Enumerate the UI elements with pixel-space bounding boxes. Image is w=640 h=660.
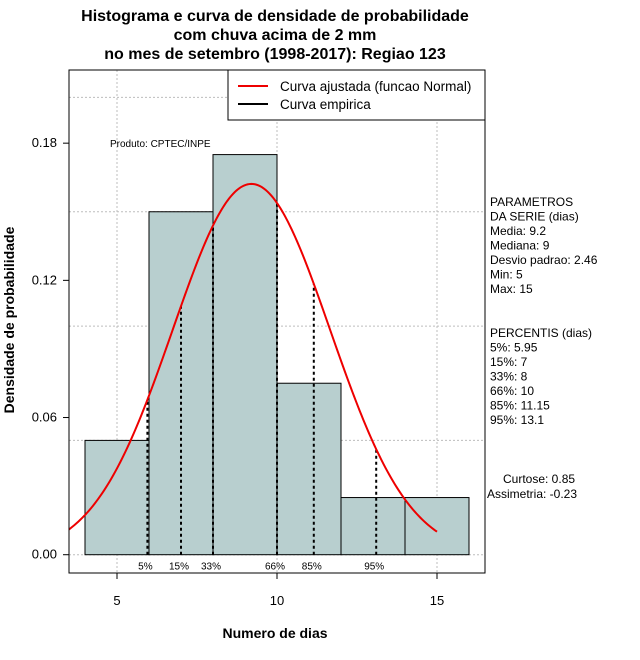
- side-percentis-line: 5%: 5.95: [490, 341, 538, 355]
- normal-fit-curve: [68, 182, 438, 533]
- chart-text: Histograma e curva de densidade de proba…: [1, 8, 598, 641]
- legend: Curva ajustada (funcao Normal) Curva empi…: [227, 69, 486, 121]
- side-params-line: Max: 15: [490, 282, 533, 296]
- side-percentis-line: 85%: 11.15: [490, 399, 550, 413]
- histogram-bar: [148, 211, 214, 556]
- percentile-label: 5%: [138, 562, 153, 573]
- side-params-line: PARAMETROS: [490, 195, 573, 209]
- y-tick-label: 0.00: [32, 547, 57, 562]
- fit-curve-line: [68, 182, 438, 533]
- chart-title-line: com chuva acima de 2 mm: [174, 27, 377, 44]
- legend-label: Curva ajustada (funcao Normal): [280, 79, 471, 94]
- chart-title-line: Histograma e curva de densidade de proba…: [81, 8, 469, 25]
- histogram-bar: [340, 497, 406, 556]
- histogram-bar: [212, 154, 278, 556]
- histogram-bar: [84, 439, 150, 556]
- histogram-bar: [404, 497, 470, 556]
- y-tick-label: 0.12: [32, 272, 57, 287]
- x-tick-label: 5: [113, 593, 120, 608]
- y-axis-title: Densidade de probabilidade: [1, 226, 17, 413]
- x-axis-title: Numero de dias: [222, 625, 327, 641]
- percentile-label: 66%: [265, 562, 285, 573]
- side-params-line: Mediana: 9: [490, 239, 550, 253]
- side-percentis-line: PERCENTIS (dias): [490, 326, 592, 340]
- percentile-label: 95%: [364, 562, 384, 573]
- x-tick-label: 10: [270, 593, 284, 608]
- legend-box: [227, 69, 486, 121]
- side-assimetria: Assimetria: -0.23: [487, 487, 577, 501]
- x-tick-label: 15: [430, 593, 444, 608]
- chart-title-line: no mes de setembro (1998-2017): Regiao 1…: [104, 46, 446, 63]
- histogram-bar: [276, 382, 342, 556]
- axes: 5 10 15 0.00 0.06 0.12 0.18: [32, 135, 445, 608]
- side-percentis-line: 15%: 7: [490, 355, 528, 369]
- side-percentis-line: 95%: 13.1: [490, 413, 544, 427]
- y-tick-label: 0.06: [32, 410, 57, 425]
- percentile-label: 15%: [169, 562, 189, 573]
- percentile-label: 33%: [201, 562, 221, 573]
- side-params-line: Desvio padrao: 2.46: [490, 253, 598, 267]
- y-tick-label: 0.18: [32, 135, 57, 150]
- side-params-line: Min: 5: [490, 268, 523, 282]
- legend-label: Curva empirica: [280, 97, 371, 112]
- percentile-lines: 5% 15% 33% 66% 85% 95%: [138, 203, 384, 573]
- side-params-line: DA SERIE (dias): [490, 210, 579, 224]
- side-percentis-line: 66%: 10: [490, 384, 534, 398]
- product-annotation: Produto: CPTEC/INPE: [110, 139, 211, 150]
- percentile-label: 85%: [302, 562, 322, 573]
- side-curtose: Curtose: 0.85: [503, 472, 575, 486]
- histogram-bars: [84, 154, 470, 556]
- side-percentis-line: 33%: 8: [490, 370, 528, 384]
- side-params-line: Media: 9.2: [490, 224, 546, 238]
